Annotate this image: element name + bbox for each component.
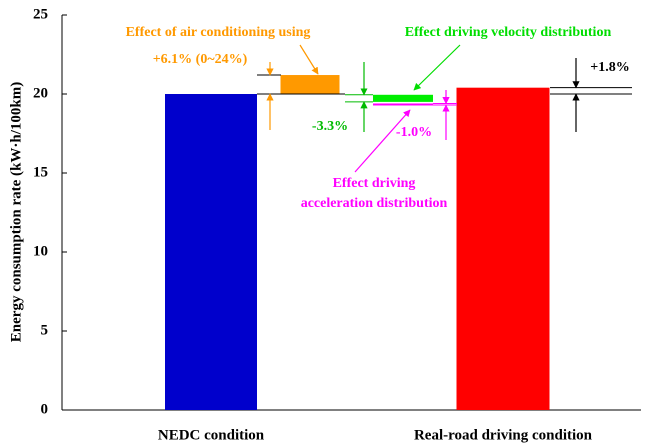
bar: [373, 94, 433, 102]
bar: [165, 94, 257, 410]
y-tick-label: 0: [41, 401, 49, 417]
arrow: [354, 109, 411, 173]
x-tick-label: NEDC condition: [158, 427, 265, 443]
bar: [373, 103, 433, 106]
y-tick-label: 10: [33, 243, 48, 259]
y-tick-label: 20: [33, 85, 48, 101]
arrow: [299, 44, 319, 75]
annotation: Effect driving: [333, 176, 416, 191]
annotation: -3.3%: [312, 119, 348, 134]
annotation: +6.1% (0~24%): [153, 52, 248, 67]
annotation: Effect of air conditioning using: [126, 25, 311, 40]
annotation: acceleration distribution: [301, 196, 448, 211]
y-tick-label: 15: [33, 164, 48, 180]
bar: [280, 75, 340, 94]
y-tick-label: 25: [33, 6, 48, 22]
annotation: +1.8%: [590, 60, 629, 75]
bar: [456, 87, 550, 411]
x-tick-label: Real-road driving condition: [414, 427, 593, 443]
y-axis-label: Energy consumption rate (kW·h/100km): [8, 82, 24, 342]
annotation: Effect driving velocity distribution: [405, 25, 612, 40]
arrow: [413, 44, 461, 91]
y-tick-label: 5: [41, 322, 49, 338]
annotation: -1.0%: [396, 125, 432, 140]
